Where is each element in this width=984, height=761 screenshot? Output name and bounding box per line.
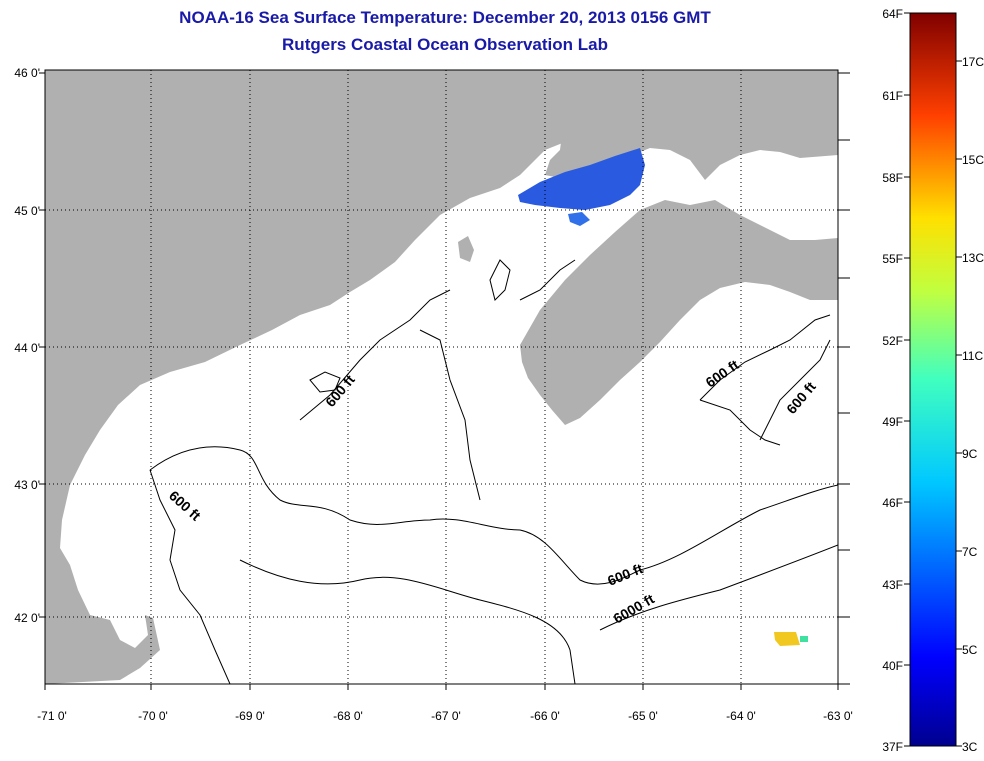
land-northern-shore (640, 70, 700, 125)
map-subtitle: Rutgers Coastal Ocean Observation Lab (282, 35, 608, 54)
map-grid (45, 70, 838, 684)
colorbar-f-label: 61F (882, 89, 903, 103)
colorbar-f-label: 37F (882, 740, 903, 754)
axis-ticks (39, 72, 850, 690)
colorbar-f-label: 52F (882, 334, 903, 348)
lon-tick-label: -65 0' (628, 709, 658, 723)
lat-tick-label: 42 0' (14, 611, 40, 625)
colorbar-c-label: 17C (962, 55, 984, 69)
colorbar-f-label: 58F (882, 171, 903, 185)
land-grand-manan (458, 236, 474, 262)
colorbar-f-label: 40F (882, 659, 903, 673)
sst-patch-warm (774, 632, 800, 646)
colorbar-f-label: 55F (882, 252, 903, 266)
map-title: NOAA-16 Sea Surface Temperature: Decembe… (179, 8, 711, 27)
colorbar-c-label: 7C (962, 545, 978, 559)
sst-patch-green (800, 636, 808, 642)
colorbar (909, 12, 957, 747)
land-new-brunswick (545, 70, 838, 180)
colorbar-c-label: 13C (962, 251, 984, 265)
lat-tick-label: 43 0' (14, 478, 40, 492)
lon-tick-label: -69 0' (235, 709, 265, 723)
lat-tick-label: 45 0' (14, 204, 40, 218)
lon-tick-label: -63 0' (823, 709, 853, 723)
colorbar-f-label: 49F (882, 415, 903, 429)
lon-tick-label: -64 0' (726, 709, 756, 723)
lon-tick-label: -66 0' (530, 709, 560, 723)
lat-tick-label: 46 0' (14, 66, 40, 80)
lon-tick-label: -70 0' (138, 709, 168, 723)
colorbar-c-label: 11C (962, 349, 983, 363)
land-nova-scotia (520, 200, 838, 425)
colorbar-f-label: 43F (882, 578, 903, 592)
colorbar-c-label: 9C (962, 447, 978, 461)
lon-tick-label: -68 0' (333, 709, 363, 723)
colorbar-ticks (904, 12, 962, 747)
colorbar-c-label: 15C (962, 153, 984, 167)
sst-patch-bay-of-fundy (518, 148, 645, 210)
lat-tick-label: 44 0' (14, 341, 40, 355)
bathymetry-contours (149, 259, 838, 684)
land-new-england (45, 70, 570, 684)
colorbar-f-label: 64F (882, 7, 903, 21)
colorbar-c-label: 3C (962, 740, 978, 754)
colorbar-f-label: 46F (882, 496, 903, 510)
lon-tick-label: -67 0' (431, 709, 461, 723)
colorbar-c-label: 5C (962, 643, 978, 657)
lon-tick-label: -71 0' (37, 709, 67, 723)
map-frame (44, 69, 839, 685)
sst-patch-small (568, 212, 590, 226)
